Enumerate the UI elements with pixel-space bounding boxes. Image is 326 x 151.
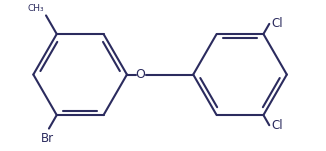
- Text: Cl: Cl: [271, 17, 283, 30]
- Text: Cl: Cl: [271, 119, 283, 132]
- Text: Br: Br: [40, 132, 53, 145]
- Text: CH₃: CH₃: [27, 3, 44, 13]
- Text: O: O: [136, 68, 145, 81]
